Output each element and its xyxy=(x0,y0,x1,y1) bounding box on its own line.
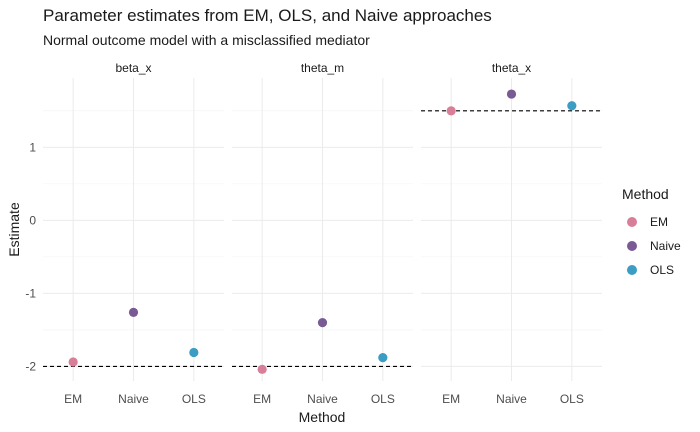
data-point-theta_m-naive xyxy=(317,317,328,328)
data-point-theta_x-ols xyxy=(567,101,577,111)
x-tick-label: OLS xyxy=(371,392,395,406)
legend-item-ols: OLS xyxy=(622,258,681,282)
facet-label-theta_m: theta_m xyxy=(301,61,344,75)
y-tick-label: 1 xyxy=(29,140,36,154)
data-point-theta_x-em xyxy=(446,106,456,116)
data-point-beta_x-ols xyxy=(189,347,199,358)
y-tick-label: -2 xyxy=(25,359,36,373)
chart-title: Parameter estimates from EM, OLS, and Na… xyxy=(43,6,492,25)
legend-item-naive: Naive xyxy=(622,234,681,258)
legend-key-em xyxy=(627,217,637,227)
x-tick-label: Naive xyxy=(118,392,149,406)
data-point-beta_x-naive xyxy=(128,307,139,317)
legend-label-em: EM xyxy=(650,215,668,229)
facet-label-theta_x: theta_x xyxy=(492,61,531,75)
legend-item-em: EM xyxy=(622,210,681,234)
y-axis-label: Estimate xyxy=(6,202,22,257)
x-tick-label: OLS xyxy=(560,392,584,406)
chart-subtitle: Normal outcome model with a misclassifie… xyxy=(43,32,370,48)
data-point-theta_x-naive xyxy=(506,89,517,99)
x-tick-label: OLS xyxy=(182,392,206,406)
legend-title: Method xyxy=(622,186,669,202)
facet-label-beta_x: beta_x xyxy=(115,61,151,75)
data-point-theta_m-ols xyxy=(378,353,388,363)
x-axis-label: Method xyxy=(299,409,346,425)
data-point-theta_m-em xyxy=(257,364,267,374)
x-tick-label: Naive xyxy=(307,392,338,406)
x-tick-label: EM xyxy=(64,392,82,406)
x-tick-label: EM xyxy=(253,392,271,406)
legend-key-ols xyxy=(627,265,637,275)
legend-label-naive: Naive xyxy=(650,239,681,253)
y-tick-label: 0 xyxy=(29,213,36,227)
x-tick-label: Naive xyxy=(496,392,527,406)
data-point-beta_x-em xyxy=(68,357,78,367)
y-tick-label: -1 xyxy=(25,286,36,300)
legend: Method EM Naive OLS xyxy=(622,186,681,282)
legend-key-naive xyxy=(627,241,637,251)
x-tick-label: EM xyxy=(442,392,460,406)
legend-label-ols: OLS xyxy=(650,263,675,277)
